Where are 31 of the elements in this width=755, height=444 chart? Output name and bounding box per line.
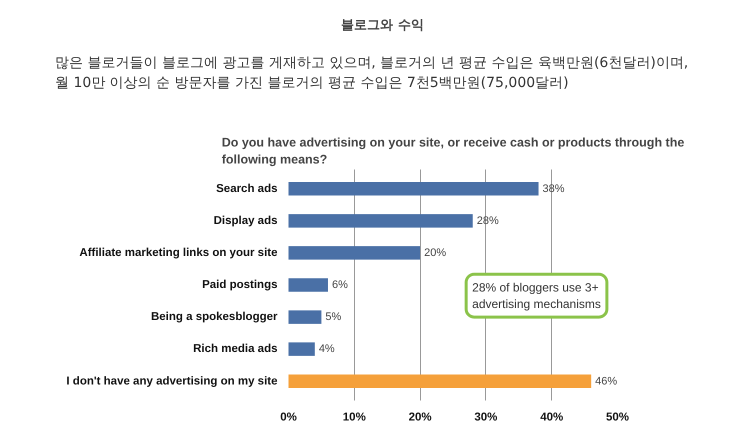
chart-subtitle: 많은 블로거들이 블로그에 광고를 게재하고 있으며, 블로거의 년 평균 수입은 육백만원(6천달러)이며, 월 10만 이상의 순 방문자를 가진 블로거의 평균 수입은 7천5백만원(75,000달러) bbox=[55, 54, 690, 93]
y-tick-label: Paid postings bbox=[202, 279, 278, 291]
chart-title: 블로그와 수익 bbox=[341, 17, 424, 35]
x-tick-label: 20% bbox=[408, 412, 432, 424]
bar bbox=[288, 374, 592, 388]
y-tick-label: Affiliate marketing links on your site bbox=[79, 246, 278, 259]
y-tick-label: I don't have any advertising on my site bbox=[66, 375, 278, 388]
annotation: 28% of bloggers use 3+ advertising mechanisms bbox=[472, 280, 601, 312]
text: Do you have advertising on your site, or receive cash or products through the following means? bbox=[222, 136, 684, 166]
bar bbox=[288, 310, 322, 324]
y-tick-label: Being a spokesblogger bbox=[150, 311, 278, 324]
data-label: 28% bbox=[476, 214, 499, 227]
bar bbox=[288, 182, 539, 196]
bar bbox=[288, 214, 473, 228]
x-tick-label: 40% bbox=[540, 412, 564, 424]
data-label: 4% bbox=[318, 343, 335, 356]
x-tick-label: 0% bbox=[280, 412, 297, 424]
x-tick-label: 50% bbox=[606, 412, 630, 424]
x-tick-label: 30% bbox=[474, 412, 498, 424]
bar bbox=[288, 246, 420, 260]
x-tick-label: 10% bbox=[342, 412, 366, 424]
y-tick-label: Rich media ads bbox=[193, 343, 278, 356]
data-label: 38% bbox=[542, 182, 565, 195]
y-tick-label: Search ads bbox=[216, 182, 278, 195]
data-label: 46% bbox=[595, 375, 618, 388]
data-label: 5% bbox=[325, 311, 342, 324]
bar bbox=[288, 278, 328, 292]
data-label: 20% bbox=[424, 246, 446, 259]
y-tick-label: Display ads bbox=[214, 214, 278, 227]
data-label: 6% bbox=[332, 279, 348, 291]
bar bbox=[288, 342, 315, 356]
